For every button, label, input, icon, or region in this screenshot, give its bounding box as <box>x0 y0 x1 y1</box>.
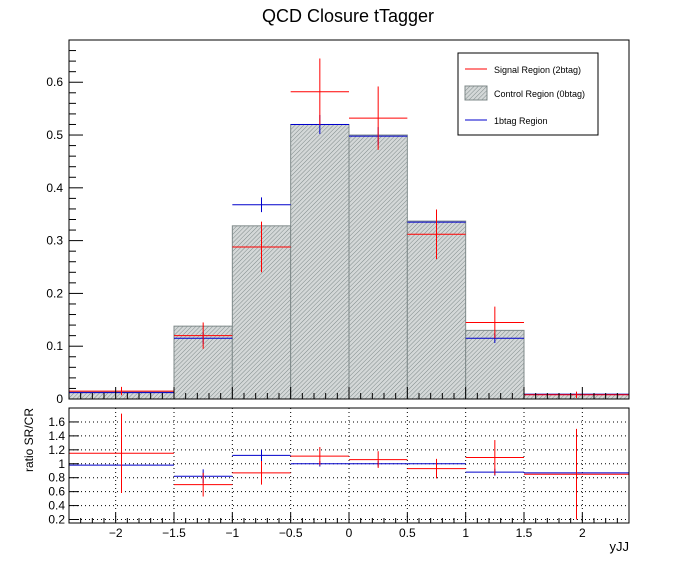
y-tick-label: 0.2 <box>46 286 63 300</box>
ratio-y-tick-label: 1.4 <box>48 429 65 443</box>
x-axis-label: yJJ <box>610 539 630 554</box>
control-region-histogram <box>68 123 630 400</box>
top-axes: 0 0.1 0.2 0.3 0.4 0.5 0.6 <box>46 39 630 406</box>
legend-onebtag-label: 1btag Region <box>494 116 548 126</box>
ratio-y-tick-label: 1 <box>58 457 65 471</box>
legend-control-label: Control Region (0btag) <box>494 89 585 99</box>
top-plot: 0 0.1 0.2 0.3 0.4 0.5 0.6 <box>46 39 630 406</box>
ratio-y-tick-label: 0.6 <box>48 485 65 499</box>
ratio-plot: 0.20.40.60.811.21.41.6−2 −1.5 −1 −0.5 0 0.5 1 1… <box>48 407 630 540</box>
control-bar <box>348 134 408 400</box>
ratio-y-tick-label: 0.2 <box>48 513 65 527</box>
x-tick-label: 0.5 <box>399 526 416 540</box>
ratio-axes: 0.20.40.60.811.21.41.6−2 −1.5 −1 −0.5 0 0.5 1 1… <box>48 415 630 540</box>
ratio-y-tick-label: 1.6 <box>48 415 65 429</box>
x-tick-label: −1.5 <box>162 526 186 540</box>
legend-signal-label: Signal Region (2btag) <box>494 65 581 75</box>
ratio-y-tick-label: 1.2 <box>48 443 65 457</box>
legend: Signal Region (2btag) Control Region (0b… <box>457 52 599 136</box>
x-tick-label: 0 <box>346 526 353 540</box>
x-tick-label: −2 <box>109 526 123 540</box>
y-tick-label: 0.6 <box>46 75 63 89</box>
x-tick-label: 1 <box>462 526 469 540</box>
signal-region-series <box>69 58 629 398</box>
y-tick-label: 0.5 <box>46 128 63 142</box>
y-tick-label: 0 <box>56 392 63 406</box>
ratio-y-tick-label: 0.4 <box>48 499 65 513</box>
legend-control-swatch <box>464 85 488 101</box>
ratio-signal-series <box>69 413 629 520</box>
chart-title: QCD Closure tTagger <box>262 6 434 26</box>
x-tick-label: −1 <box>225 526 239 540</box>
y-tick-label: 0.3 <box>46 234 63 248</box>
x-tick-label: 1.5 <box>516 526 533 540</box>
control-bar <box>290 123 350 400</box>
ratio-y-axis-label: ratio SR/CR <box>22 408 36 472</box>
x-tick-label: 2 <box>579 526 586 540</box>
ratio-y-tick-label: 0.8 <box>48 471 65 485</box>
y-tick-label: 0.4 <box>46 181 63 195</box>
y-tick-label: 0.1 <box>46 339 63 353</box>
x-tick-label: −0.5 <box>279 526 303 540</box>
